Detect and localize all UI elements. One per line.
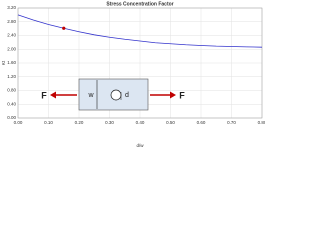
y-tick-label: 2.40	[7, 33, 16, 38]
y-tick-label: 1.20	[7, 74, 16, 79]
hole	[110, 89, 122, 101]
y-tick-label: 0.80	[7, 88, 16, 93]
x-tick-label: 0.40	[136, 120, 145, 125]
y-tick-label: 3.20	[7, 5, 16, 10]
y-tick-label: 2.80	[7, 19, 16, 24]
diagram-label: w	[87, 92, 94, 99]
plate	[78, 78, 149, 111]
arrow-head	[170, 91, 176, 99]
background	[0, 0, 265, 150]
chart: Stress Concentration Factor d/w Kt 0.000…	[0, 0, 265, 150]
x-tick-label: 0.50	[166, 120, 175, 125]
diagram-label: F	[179, 90, 185, 100]
x-tick-label: 0.80	[258, 120, 265, 125]
y-tick-label: 0.40	[7, 101, 16, 106]
line	[17, 14, 263, 48]
y-tick-label: 0.00	[7, 115, 16, 120]
page: Stress Concentration Factor d/w Kt 0.00 0…	[0, 0, 265, 150]
x-tick-label: 0.70	[227, 120, 236, 125]
chart-title: Stress Concentration Factor	[106, 1, 173, 7]
y-tick-label: 1.60	[7, 60, 16, 65]
highlight-point	[62, 26, 66, 30]
plot-frame	[17, 7, 263, 119]
x-tick-label: 0.10	[44, 120, 53, 125]
y-tick-label: 2.00	[7, 46, 16, 51]
diagram: F w d F	[41, 78, 185, 111]
x-tick-label: 0.30	[105, 120, 114, 125]
x-tick-label: 0.20	[75, 120, 84, 125]
diagram-label: d	[125, 92, 129, 99]
x-tick-label: 0.00	[14, 120, 23, 125]
diagram-label: F	[41, 90, 47, 100]
x-axis-label: d/w	[136, 143, 144, 148]
y-axis-label: Kt	[1, 60, 6, 65]
x-tick-label: 0.60	[197, 120, 206, 125]
arrow-head	[50, 91, 56, 99]
